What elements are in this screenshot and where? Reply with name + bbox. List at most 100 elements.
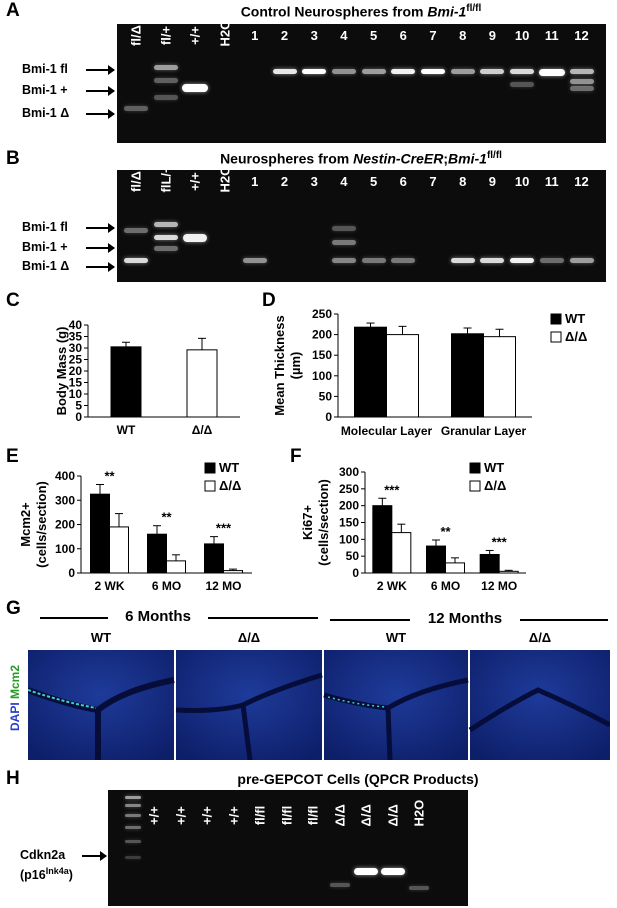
gel-h-band-3 xyxy=(124,826,141,829)
gel-b-band-13 xyxy=(480,258,505,263)
band-label-a-fl: Bmi-1 fl xyxy=(22,62,68,76)
panel-b-title-text: Neurospheres from xyxy=(220,150,354,167)
y-tick-label: 100 xyxy=(55,542,75,556)
y-tick-label: 0 xyxy=(68,566,75,580)
gel-a-lane-label-15: 12 xyxy=(574,28,589,43)
group-line-12mo-right xyxy=(520,619,608,621)
y-tick-label: 150 xyxy=(339,516,359,530)
gel-a-lane-label-9: 6 xyxy=(399,28,407,43)
bar xyxy=(223,570,243,574)
bar xyxy=(386,334,419,418)
chart-e: 0 100 200 300 400 Mcm2+ (cells/section) 2 WK ** 6… xyxy=(18,460,252,593)
gel-a-band-11 xyxy=(450,69,475,74)
band-label-a-plus: Bmi-1 + xyxy=(22,83,68,97)
y-axis-label: Ki67+ xyxy=(300,505,315,540)
panel-e-letter: E xyxy=(6,446,19,467)
gel-b-lane-label-8: 5 xyxy=(369,174,378,189)
y-axis-label: Mean Thickness xyxy=(272,315,287,415)
gel-b-lane-label-9: 6 xyxy=(399,174,407,189)
mcm2-label: Mcm2 xyxy=(8,664,22,699)
col-label-ko-12mo: Δ/Δ xyxy=(528,630,552,645)
gel-a-lane-label-10: 7 xyxy=(429,28,437,43)
gel-b-band-5 xyxy=(183,234,208,242)
y-tick-label: 0 xyxy=(352,566,359,580)
gel-b-band-3 xyxy=(153,235,178,240)
gel-h-lane-label-8: Δ/Δ xyxy=(358,804,374,827)
micrograph-wt-6mo xyxy=(28,650,175,760)
y-axis-label: Body Mass (g) xyxy=(54,327,69,416)
significance-mark: *** xyxy=(492,534,508,549)
gel-b-band-9 xyxy=(331,258,356,263)
gel-a-band-5 xyxy=(272,69,297,74)
panel-a-letter: A xyxy=(6,0,20,21)
bar xyxy=(479,553,500,574)
y-tick-label: 250 xyxy=(312,307,332,321)
gel-a-lane-label-14: 11 xyxy=(544,28,559,43)
panel-b-title-gene2: Bmi-1 xyxy=(448,150,487,167)
bar xyxy=(372,505,393,574)
group-line-6mo-left xyxy=(40,617,108,619)
gel-b-band-15 xyxy=(539,258,564,263)
bar xyxy=(483,336,516,418)
gel-a-lane-label-4: 1 xyxy=(251,28,259,43)
bar xyxy=(498,570,519,574)
panel-h-title: pre-GEPCOT Cells (QPCR Products) xyxy=(237,771,479,787)
gel-a-lane-label-3: H2O xyxy=(217,19,233,47)
y-tick-label: 100 xyxy=(339,532,359,546)
band-label-h-p16-suffix: ) xyxy=(68,868,73,883)
gel-b-band-12 xyxy=(450,258,475,263)
y-tick-label: 400 xyxy=(55,469,75,483)
gel-a-band-9 xyxy=(391,69,416,74)
band-label-a-delta: Bmi-1 Δ xyxy=(22,106,70,120)
legend-label: WT xyxy=(484,460,504,475)
gel-image-a: fl/Δ fl/+ +/+ H2O 1 2 3 4 5 6 7 8 9 10 11 12 xyxy=(117,19,606,143)
x-tick-label: Δ/Δ xyxy=(192,423,213,437)
x-tick-label: 12 MO xyxy=(205,579,241,593)
panel-c-letter: C xyxy=(6,290,20,311)
gel-h-band-7 xyxy=(380,868,405,875)
panel-b-title-sup: fl/fl xyxy=(486,150,502,161)
gel-b-band-2 xyxy=(153,222,178,227)
band-label-h-p16: (p16Ink4a) xyxy=(20,866,73,882)
y-tick-label: 15 xyxy=(69,376,83,390)
significance-mark: *** xyxy=(216,521,232,536)
legend-swatch xyxy=(469,462,481,474)
x-tick-label: WT xyxy=(117,423,136,437)
gel-a-band-7 xyxy=(331,69,356,74)
micrograph-ko-12mo xyxy=(468,650,610,760)
group-label-12-months: 12 Months xyxy=(427,610,503,627)
gel-b-band-7 xyxy=(331,226,356,231)
panel-a-title: Control Neurospheres from Bmi-1fl/fl xyxy=(116,3,606,20)
micrograph-ko-6mo xyxy=(175,650,323,760)
arrow-a-delta xyxy=(86,109,115,119)
dapi-label: DAPI xyxy=(8,702,22,732)
gel-h-band-6 xyxy=(354,868,378,875)
band-label-b-plus: Bmi-1 + xyxy=(22,240,68,254)
bar xyxy=(354,326,387,418)
gel-b-lane-label-0: fl/Δ xyxy=(128,171,144,192)
y-tick-label: 40 xyxy=(69,318,83,332)
x-tick-label: 6 MO xyxy=(431,579,460,593)
gel-h-lane-label-1: +/+ xyxy=(173,806,188,825)
panel-d-letter: D xyxy=(262,290,276,311)
legend-label: Δ/Δ xyxy=(219,478,241,493)
gel-b-lane-label-10: 7 xyxy=(429,174,437,189)
gel-a-lane-label-6: 3 xyxy=(310,28,318,43)
gel-h-band-2 xyxy=(124,814,141,817)
gel-h-lane-label-6: fl/fl xyxy=(305,805,321,826)
significance-mark: ** xyxy=(161,510,172,525)
x-tick-label: 12 MO xyxy=(481,579,517,593)
gel-b-band-1 xyxy=(124,258,148,263)
arrow-b-delta xyxy=(86,262,115,272)
arrow-a-plus xyxy=(86,86,115,96)
bar xyxy=(426,545,446,574)
gel-a-band-18 xyxy=(569,86,594,91)
significance-mark: *** xyxy=(384,482,400,497)
gel-a-band-12 xyxy=(480,69,505,74)
y-tick-label: 30 xyxy=(69,341,83,355)
gel-b-lane-label-4: 1 xyxy=(251,174,259,189)
y-tick-label: 10 xyxy=(69,387,83,401)
x-tick-label: Granular Layer xyxy=(441,424,527,438)
y-tick-label: 300 xyxy=(339,465,359,479)
gel-b-lane-label-15: 12 xyxy=(574,174,589,189)
